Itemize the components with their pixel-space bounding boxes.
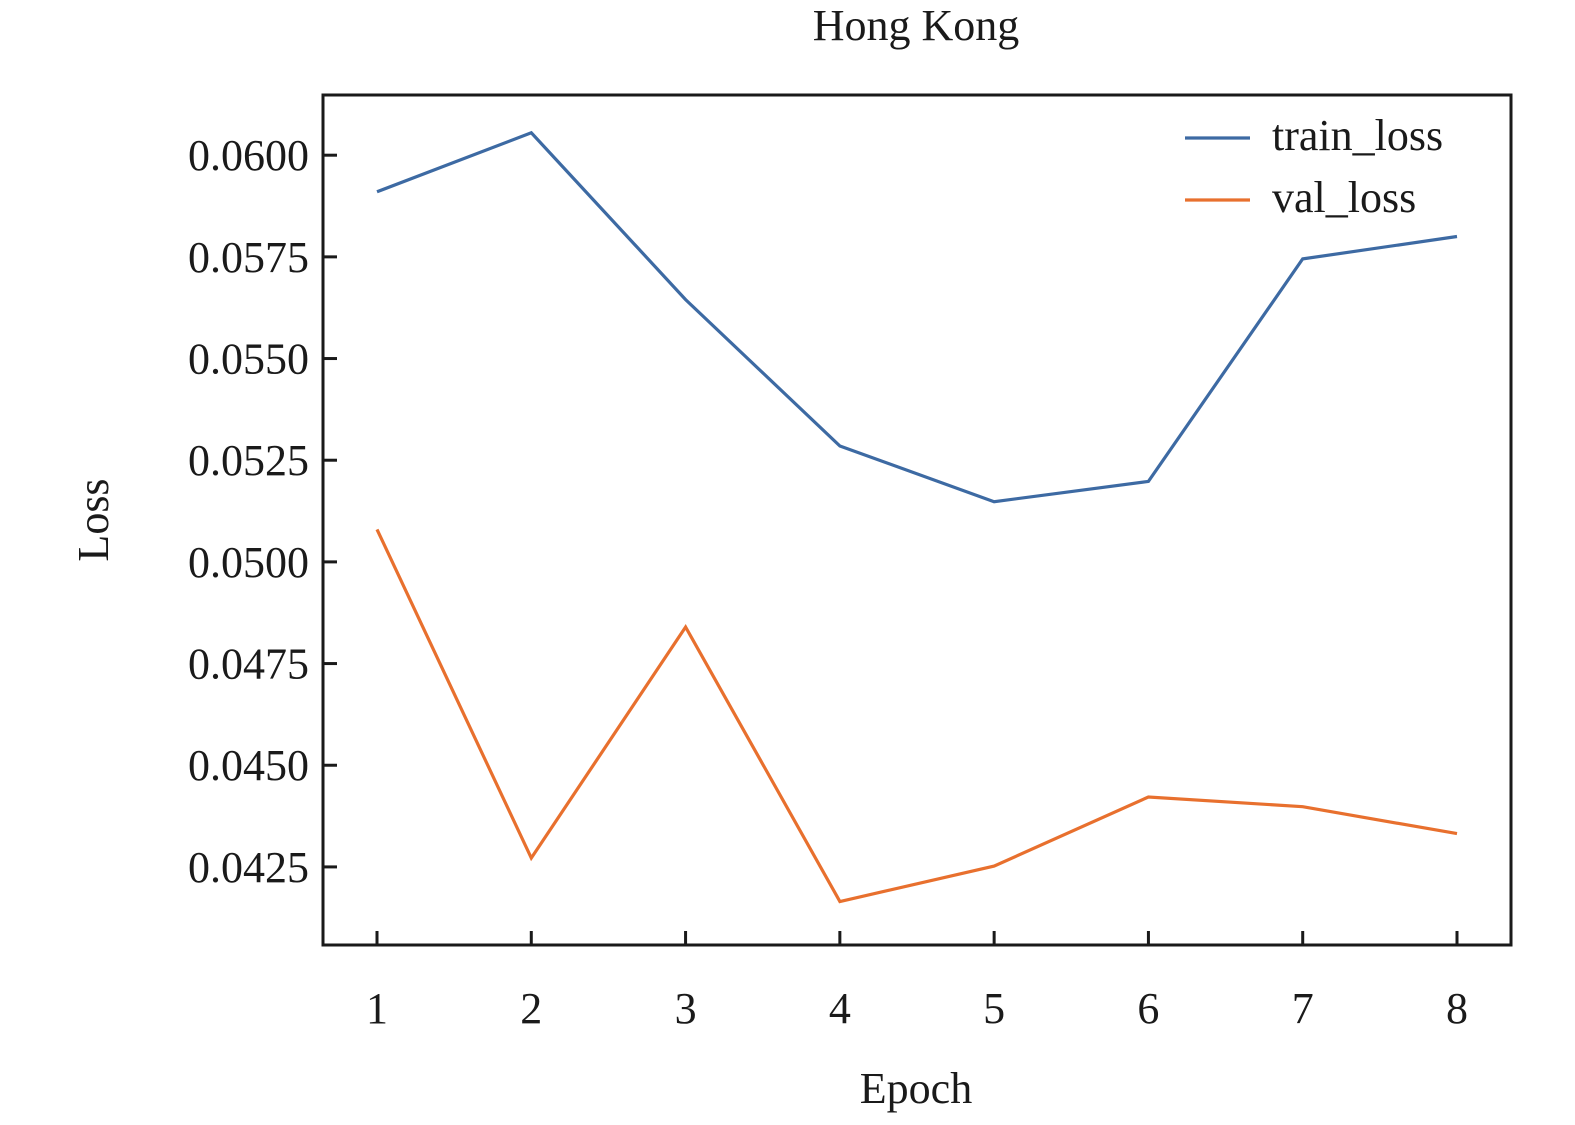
y-axis-label: Loss [69,478,118,561]
y-axis-ticks: 0.0425 0.0450 0.0475 0.0500 0.0525 0.0550 0.05… [188,131,337,892]
y-tick-label: 0.0575 [188,233,309,282]
series-lines [375,130,1458,904]
x-tick-label: 7 [1292,984,1314,1033]
y-tick-label: 0.0425 [188,843,309,892]
legend-label-val-loss: val_loss [1272,173,1416,222]
legend-label-train-loss: train_loss [1272,111,1443,160]
x-tick-label: 4 [829,984,851,1033]
plot-frame [321,93,1513,947]
y-tick-label: 0.0450 [188,741,309,790]
x-axis-ticks: 1 2 3 4 5 6 7 8 [366,931,1468,1033]
x-tick-label: 3 [675,984,697,1033]
y-tick-label: 0.0550 [188,335,309,384]
chart-title: Hong Kong [813,1,1020,50]
x-tick-label: 6 [1137,984,1159,1033]
legend: train_loss val_loss [1185,111,1443,222]
x-tick-label: 5 [983,984,1005,1033]
y-tick-label: 0.0525 [188,436,309,485]
x-axis-label: Epoch [860,1064,972,1113]
y-tick-label: 0.0500 [188,538,309,587]
series-line-train-loss [376,130,1458,504]
x-tick-label: 8 [1446,984,1468,1033]
x-tick-label: 2 [520,984,542,1033]
y-tick-label: 0.0600 [188,131,309,180]
y-tick-label: 0.0475 [188,640,309,689]
series-line-val-loss [375,528,1458,904]
x-tick-label: 1 [366,984,388,1033]
